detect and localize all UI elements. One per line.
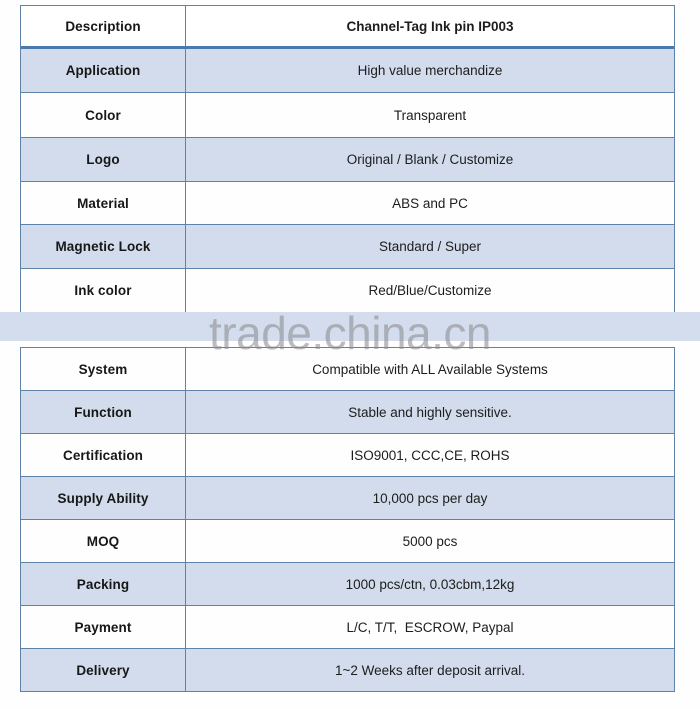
spec-value-cell: High value merchandize (357, 63, 503, 78)
spec-label-cell: Certification (21, 434, 186, 476)
table-row: MOQ 5000 pcs (21, 520, 674, 563)
spec-value-cell: Original / Blank / Customize (346, 152, 514, 167)
spec-table-top: Description Channel-Tag Ink pin IP003 Appl… (20, 5, 675, 313)
spec-label-cell: Payment (21, 606, 186, 648)
spec-label-cell: Function (21, 391, 186, 433)
table-row: Material ABS and PC (21, 182, 674, 225)
spec-value-cell: 5000 pcs (402, 533, 458, 549)
table-row: Application High value merchandize (21, 49, 674, 93)
table-row: System Compatible with ALL Available Syst… (21, 348, 674, 391)
spec-label-cell: Ink color (21, 269, 186, 312)
spec-value-cell: ABS and PC (392, 195, 468, 211)
spec-label-cell: Supply Ability (21, 477, 186, 519)
table-row: Function Stable and highly sensitive. (21, 391, 674, 434)
spec-table-bottom: System Compatible with ALL Available Syst… (20, 347, 675, 692)
spec-label-cell: Color (21, 93, 186, 137)
spec-value-cell: 1000 pcs/ctn, 0.03cbm,12kg (345, 576, 515, 592)
spec-label-cell: Description (21, 6, 186, 46)
spec-label-cell: System (21, 348, 186, 390)
spec-value-cell: Channel-Tag Ink pin IP003 (346, 18, 514, 34)
table-row: Magnetic Lock Standard / Super (21, 225, 674, 269)
table-row: Delivery 1~2 Weeks after deposit arrival. (21, 649, 674, 692)
spec-label-cell: Packing (21, 563, 186, 605)
table-row: Description Channel-Tag Ink pin IP003 (21, 6, 674, 49)
spec-label-cell: Delivery (21, 649, 186, 691)
spec-value-cell: Red/Blue/Customize (368, 283, 492, 298)
table-row: Logo Original / Blank / Customize (21, 138, 674, 182)
spec-label-cell: Material (21, 182, 186, 224)
table-row: Ink color Red/Blue/Customize (21, 269, 674, 313)
table-row: Color Transparent (21, 93, 674, 138)
spec-value-cell: 1~2 Weeks after deposit arrival. (335, 662, 525, 678)
table-row: Packing 1000 pcs/ctn, 0.03cbm,12kg (21, 563, 674, 606)
separator-band (0, 312, 700, 341)
spec-value-cell: Compatible with ALL Available Systems (312, 361, 548, 377)
spec-value-cell: L/C, T/T, ESCROW, Paypal (346, 619, 514, 635)
table-row: Payment L/C, T/T, ESCROW, Paypal (21, 606, 674, 649)
spec-value-cell: Transparent (393, 107, 467, 123)
spec-value-cell: Stable and highly sensitive. (348, 404, 512, 420)
spec-label-cell: MOQ (21, 520, 186, 562)
spec-value-cell: 10,000 pcs per day (372, 490, 488, 506)
table-row: Supply Ability 10,000 pcs per day (21, 477, 674, 520)
spec-label-cell: Logo (21, 138, 186, 181)
spec-value-cell: Standard / Super (378, 239, 482, 254)
spec-label-cell: Application (21, 49, 186, 92)
spec-value-cell: ISO9001, CCC,CE, ROHS (350, 447, 510, 463)
table-row: Certification ISO9001, CCC,CE, ROHS (21, 434, 674, 477)
spec-label-cell: Magnetic Lock (21, 225, 186, 268)
